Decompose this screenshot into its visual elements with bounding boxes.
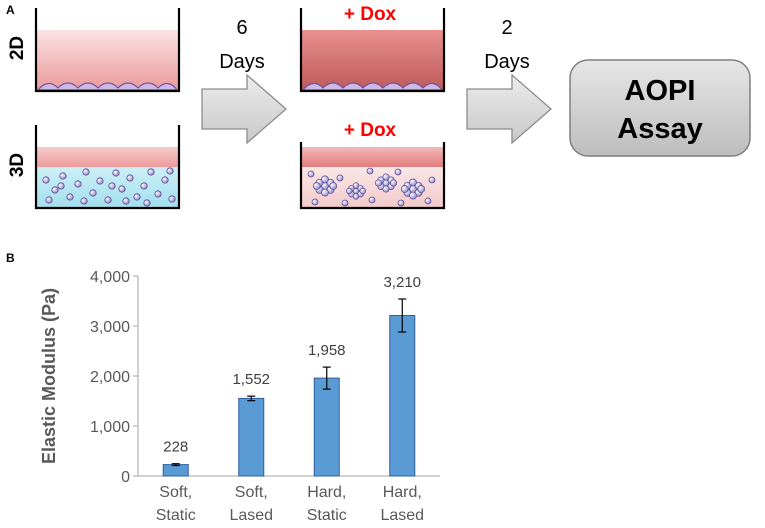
y-tick-label: 3,000 <box>90 319 130 336</box>
cell <box>311 198 319 206</box>
cell <box>143 199 151 207</box>
cell <box>397 199 405 207</box>
data-label: 1,958 <box>308 342 346 359</box>
bar <box>238 397 265 477</box>
cell <box>96 177 104 185</box>
cell <box>108 182 116 190</box>
data-label: 3,210 <box>383 274 421 291</box>
cell <box>424 197 432 205</box>
spheroid <box>374 173 398 193</box>
cell <box>80 197 88 205</box>
cell <box>428 176 436 184</box>
cell <box>82 168 90 176</box>
error-bar <box>398 298 407 333</box>
data-label: 1,552 <box>232 371 270 388</box>
spheroid <box>312 175 338 197</box>
adherent-cell-monolayer <box>36 82 179 91</box>
spheroid <box>400 178 426 200</box>
spheroids <box>307 167 436 207</box>
cell <box>140 182 148 190</box>
bar <box>389 315 416 477</box>
error-bar <box>247 395 256 402</box>
single-cells <box>42 167 176 207</box>
x-tick-label: Hard, Lased <box>380 484 424 524</box>
cell <box>394 168 402 176</box>
cell <box>74 180 82 188</box>
cell <box>133 193 141 201</box>
cell <box>307 170 315 178</box>
step1-unit: Days <box>219 51 265 73</box>
assay-title-line2: Assay <box>617 113 702 145</box>
arrow-right-icon <box>466 73 552 145</box>
cell <box>122 197 130 205</box>
cell <box>59 172 67 180</box>
y-tick-label: 4,000 <box>90 269 130 286</box>
y-axis-title: Elastic Modulus (Pa) <box>39 288 59 464</box>
cell <box>161 176 169 184</box>
cell <box>168 195 176 203</box>
y-tick-label: 2,000 <box>90 369 130 386</box>
cell <box>66 193 74 201</box>
error-bar <box>171 463 180 467</box>
x-tick-label: Soft, Lased <box>229 484 273 524</box>
error-bar <box>322 366 331 390</box>
cell <box>118 185 126 193</box>
spheroid <box>346 182 366 200</box>
well-2d-start <box>34 8 181 93</box>
cell <box>45 196 53 204</box>
aopi-assay-box <box>569 59 751 157</box>
step1-number: 6 <box>236 17 247 39</box>
panel-a-label: A <box>6 3 15 17</box>
cell <box>147 168 155 176</box>
cell <box>57 182 65 190</box>
cell <box>366 167 374 175</box>
cell <box>341 199 349 207</box>
cell <box>104 196 112 204</box>
row-label-3d: 3D <box>7 153 28 177</box>
data-label: 228 <box>163 439 188 456</box>
cell <box>42 176 50 184</box>
cell <box>368 196 376 204</box>
bar <box>313 377 340 477</box>
dox-label-2d: + Dox <box>344 4 397 25</box>
panel-b-label: B <box>6 251 15 265</box>
cell <box>336 174 344 182</box>
assay-title-line1: AOPI <box>625 75 696 107</box>
bar <box>162 464 189 477</box>
x-tick-label: Soft, Static <box>156 484 196 524</box>
cell <box>154 190 162 198</box>
step2-number: 2 <box>501 17 512 39</box>
cell <box>51 186 59 194</box>
well-2d-dox <box>299 8 446 93</box>
well-3d-start <box>34 125 181 210</box>
well-3d-dox <box>299 142 446 210</box>
elastic-modulus-chart: 0 1,000 2,000 3,000 4,000 Elastic Modulus (Pa… <box>39 269 440 524</box>
arrow-right-icon <box>201 73 287 145</box>
y-tick-label: 0 <box>121 469 130 486</box>
step2-unit: Days <box>484 51 530 73</box>
cell <box>166 167 174 175</box>
cell <box>126 174 134 182</box>
y-tick-label: 1,000 <box>90 419 130 436</box>
adherent-cell-monolayer <box>301 82 444 91</box>
dox-label-3d: + Dox <box>344 120 397 141</box>
cell <box>89 189 97 197</box>
x-tick-label: Hard, Static <box>307 484 347 524</box>
cell <box>112 169 120 177</box>
row-label-2d: 2D <box>7 36 28 60</box>
